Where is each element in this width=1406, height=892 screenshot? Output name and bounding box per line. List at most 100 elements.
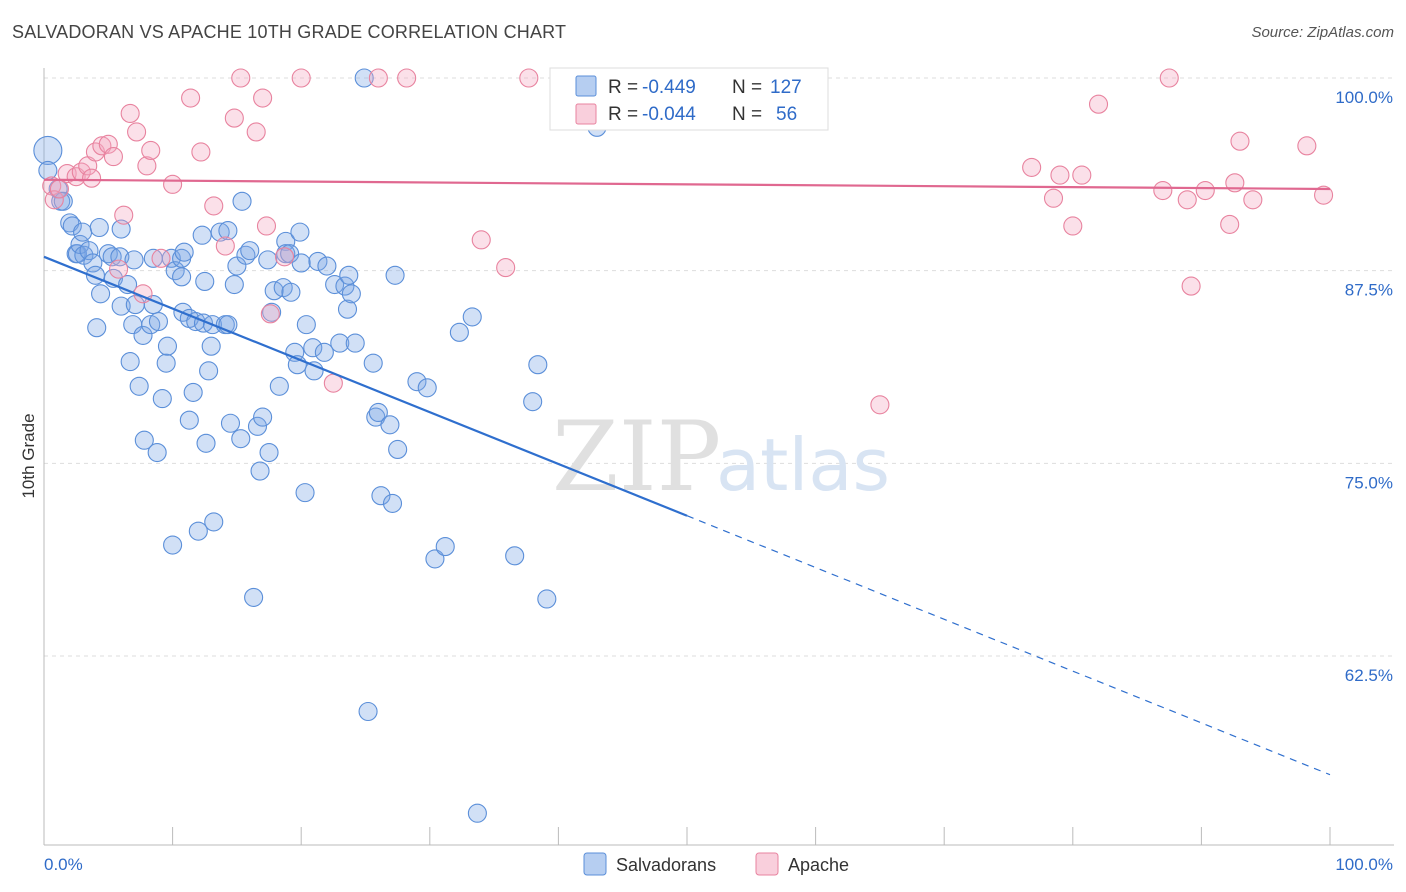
salvadorans-point [141,315,161,335]
apache-point [397,68,417,88]
apache-point [1022,157,1042,177]
salvadorans-point [148,311,169,332]
salvadorans-point [335,276,355,296]
y-tick-label: 100.0% [1335,88,1393,107]
apache-point [1159,68,1179,88]
salvadorans-point [363,353,383,373]
salvadorans-point [134,430,154,450]
y-tick-label: 62.5% [1345,666,1393,685]
salvadorans-point [232,191,252,211]
apache-point [870,395,890,415]
salvadorans-point [269,376,289,396]
salvadorans-point [172,267,192,287]
watermark: ZIP atlas [552,401,890,513]
salvadorans-points [33,68,607,823]
salvadorans-point [102,247,122,267]
apache-point [1063,216,1083,236]
apache-point [82,168,102,188]
salvadorans-trend-extension [686,515,1331,776]
salvadorans-point [308,251,328,271]
apache-point [246,122,266,142]
salvadorans-point [371,486,391,506]
axes [43,68,1394,846]
salvadorans-point [204,512,224,532]
apache-point [519,68,539,88]
legend-r-value-apache: -0.044 [642,104,696,125]
salvadorans-point [124,250,144,270]
salvadorans-point [407,372,427,392]
bottom-legend-label-salvadorans: Salvadorans [616,855,716,875]
salvadorans-point [195,271,215,292]
salvadorans-point [388,439,408,460]
salvadorans-point [385,265,405,285]
apache-point [1195,180,1215,201]
salvadorans-point [425,549,445,569]
watermark-atlas: atlas [716,423,890,507]
salvadorans-point [339,265,359,285]
grid-lines [44,77,1394,657]
salvadorans-point [183,382,203,402]
apache-trend-line [43,178,1331,191]
apache-point [44,190,64,210]
legend-n-label-apache: N = [732,104,762,125]
salvadorans-point [192,225,212,245]
salvadorans-point [62,216,82,236]
salvadorans-point [303,338,323,358]
apache-point [191,142,211,162]
apache-point [109,259,129,279]
salvadorans-point [537,589,557,609]
apache-point [127,122,147,142]
apache-point [368,68,388,88]
salvadorans-point [157,336,178,356]
salvadorans-point [110,247,130,267]
bottom-legend-swatch-apache [755,852,779,876]
legend-n-label-salvadorans: N = [732,77,762,98]
salvadorans-point [290,222,310,242]
apache-point [1050,165,1070,185]
apache-point [151,248,171,268]
apache-point [114,205,134,225]
x-tick-label-min: 0.0% [44,855,83,874]
salvadorans-point [60,213,80,233]
apache-point [1177,190,1197,210]
salvadorans-point [317,256,337,276]
apache-point [1181,276,1201,296]
salvadorans-point [380,415,400,435]
salvadorans-point [505,546,525,566]
bottom-legend-swatch-salvadorans [583,852,607,876]
apache-point [181,88,201,108]
y-axis-title: 10th Grade [19,413,38,498]
salvadorans-point [83,253,103,273]
apache-point [141,140,161,160]
apache-point [1230,131,1250,151]
salvadorans-point [523,392,543,412]
salvadorans-point [462,307,482,327]
legend-n-value-apache: 56 [776,104,797,125]
salvadorans-point [188,521,208,541]
trend-lines [43,178,1331,776]
salvadorans-point [179,410,199,430]
salvadorans-point [220,413,241,433]
apache-point [471,230,491,250]
apache-point [291,68,311,88]
bottom-legend: Salvadorans Apache [583,852,849,876]
salvadorans-point [247,416,268,436]
salvadorans-point [296,315,316,335]
salvadorans-point [262,302,282,322]
salvadorans-point [199,361,219,381]
apache-point [120,103,140,124]
legend-swatch-salvadorans [575,75,597,97]
salvadorans-point [528,355,548,375]
salvadorans-point [73,222,93,242]
legend: R = -0.449 N = 127 R = -0.044 N = 56 [549,67,829,131]
salvadorans-point [337,299,358,319]
apache-point [1043,188,1064,208]
salvadorans-point [330,333,350,353]
salvadorans-point [259,442,279,463]
y-tick-label: 75.0% [1345,473,1393,492]
salvadorans-point [244,587,264,607]
salvadorans-point [467,803,487,823]
apache-point [1243,190,1263,210]
salvadorans-point [201,336,221,356]
